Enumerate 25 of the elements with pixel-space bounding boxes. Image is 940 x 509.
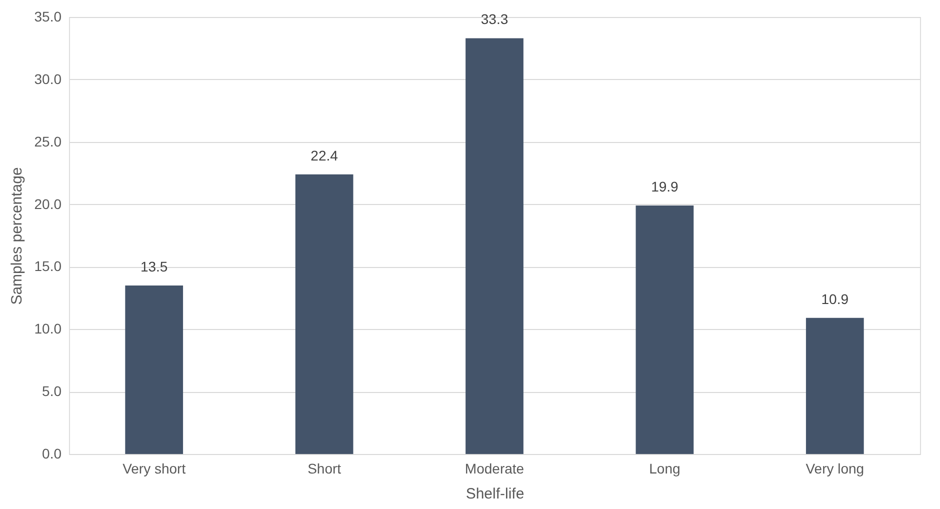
bar bbox=[636, 206, 694, 454]
bar bbox=[466, 38, 524, 454]
data-label: 13.5 bbox=[140, 258, 168, 274]
x-axis-title: Shelf-life bbox=[466, 486, 524, 502]
x-tick-label: Short bbox=[308, 460, 342, 476]
x-tick-label: Very long bbox=[806, 460, 864, 476]
x-tick-label: Long bbox=[649, 460, 680, 476]
x-tick-label: Very short bbox=[122, 460, 186, 476]
bar bbox=[806, 318, 864, 454]
y-tick-label: 5.0 bbox=[42, 383, 62, 400]
data-label: 19.9 bbox=[651, 178, 679, 195]
bar bbox=[125, 285, 184, 454]
data-label: 10.9 bbox=[821, 290, 849, 307]
data-label: 33.3 bbox=[480, 11, 508, 28]
y-tick-label: 30.0 bbox=[34, 70, 62, 87]
y-axis-title: Samples percentage bbox=[8, 167, 26, 305]
y-tick-label: 15.0 bbox=[34, 258, 62, 274]
y-tick-label: 20.0 bbox=[34, 196, 62, 212]
data-label: 22.4 bbox=[310, 147, 338, 164]
y-tick-label: 25.0 bbox=[34, 133, 62, 150]
y-tick-label: 0.0 bbox=[42, 446, 62, 462]
y-tick-label: 35.0 bbox=[34, 8, 62, 24]
bar bbox=[295, 174, 354, 454]
x-tick-label: Moderate bbox=[464, 460, 524, 476]
y-tick-label: 10.0 bbox=[34, 320, 62, 337]
